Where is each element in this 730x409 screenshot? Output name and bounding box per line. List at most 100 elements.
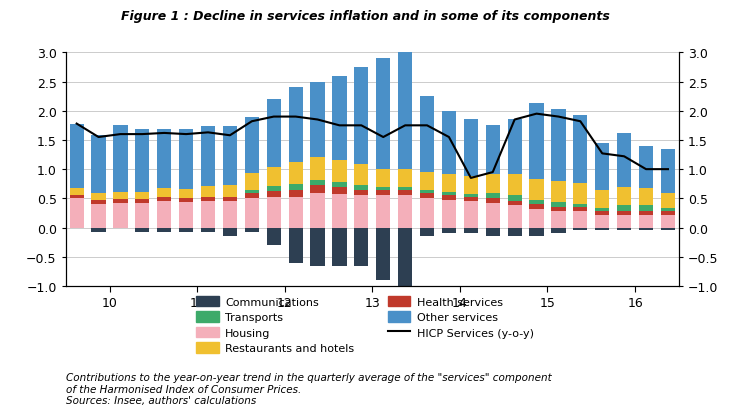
Bar <box>464 177 478 194</box>
Bar <box>617 211 631 215</box>
Bar <box>69 124 84 189</box>
Bar <box>639 189 653 205</box>
Bar <box>442 193 456 196</box>
Bar <box>135 193 150 200</box>
Bar <box>245 199 259 228</box>
Bar <box>332 76 347 160</box>
Bar <box>332 182 347 187</box>
Bar <box>398 228 412 286</box>
Bar <box>266 228 281 245</box>
Bar <box>223 202 237 228</box>
Bar <box>288 163 303 185</box>
Bar <box>573 228 588 231</box>
Bar <box>288 185 303 191</box>
Bar <box>157 189 172 197</box>
Bar <box>485 228 500 237</box>
Bar <box>398 170 412 187</box>
Bar <box>420 228 434 237</box>
Bar <box>332 160 347 182</box>
Bar <box>354 196 369 228</box>
Bar <box>507 228 522 237</box>
Bar <box>310 157 325 181</box>
Bar <box>288 88 303 163</box>
Bar <box>485 126 500 174</box>
Bar <box>223 197 237 202</box>
Bar <box>310 228 325 266</box>
Bar <box>507 196 522 201</box>
Bar <box>442 175 456 193</box>
Bar <box>573 212 588 228</box>
Bar <box>376 196 391 228</box>
Bar <box>661 149 675 193</box>
Bar <box>113 204 128 228</box>
Bar <box>485 193 500 199</box>
Bar <box>595 191 610 208</box>
Bar <box>442 112 456 175</box>
Bar <box>661 208 675 211</box>
Bar <box>551 228 566 234</box>
Bar <box>507 206 522 228</box>
Bar <box>91 201 106 204</box>
Bar <box>661 215 675 228</box>
Bar <box>201 228 215 233</box>
Bar <box>529 200 544 204</box>
Bar <box>266 186 281 192</box>
Bar <box>354 185 369 190</box>
Bar <box>310 193 325 228</box>
Bar <box>464 194 478 197</box>
Bar <box>91 204 106 228</box>
Bar <box>157 202 172 228</box>
Bar <box>376 170 391 187</box>
Bar <box>201 197 215 202</box>
Bar <box>91 228 106 233</box>
Bar <box>617 134 631 188</box>
Bar <box>91 193 106 201</box>
Bar <box>420 199 434 228</box>
Bar <box>420 193 434 199</box>
Bar <box>551 110 566 182</box>
Bar <box>661 228 675 231</box>
Bar <box>661 193 675 208</box>
Bar <box>551 182 566 202</box>
Bar <box>332 187 347 194</box>
Bar <box>617 205 631 211</box>
Bar <box>201 202 215 228</box>
Bar <box>113 126 128 193</box>
Bar <box>595 228 610 231</box>
Bar <box>310 181 325 185</box>
Bar <box>376 228 391 281</box>
Bar <box>135 200 150 204</box>
Bar <box>332 194 347 228</box>
Bar <box>573 207 588 212</box>
Bar <box>354 228 369 266</box>
Bar <box>113 200 128 204</box>
Bar <box>507 201 522 206</box>
Bar <box>354 165 369 185</box>
Bar <box>354 68 369 165</box>
Bar <box>266 100 281 167</box>
Bar <box>398 190 412 196</box>
Bar <box>617 188 631 205</box>
Bar <box>661 211 675 215</box>
Bar <box>595 208 610 211</box>
Bar <box>595 211 610 215</box>
Bar <box>529 228 544 237</box>
Bar <box>135 130 150 193</box>
Bar <box>266 192 281 198</box>
Bar <box>245 193 259 199</box>
Bar <box>223 185 237 197</box>
Bar <box>245 190 259 193</box>
Bar <box>595 215 610 228</box>
Bar <box>376 59 391 170</box>
Bar <box>639 215 653 228</box>
Bar <box>245 174 259 190</box>
Bar <box>69 196 84 199</box>
Bar <box>332 228 347 266</box>
Bar <box>310 185 325 193</box>
Bar <box>529 204 544 209</box>
Bar <box>551 207 566 212</box>
Bar <box>420 173 434 190</box>
Bar <box>266 198 281 228</box>
Bar <box>201 127 215 187</box>
Bar <box>135 228 150 233</box>
